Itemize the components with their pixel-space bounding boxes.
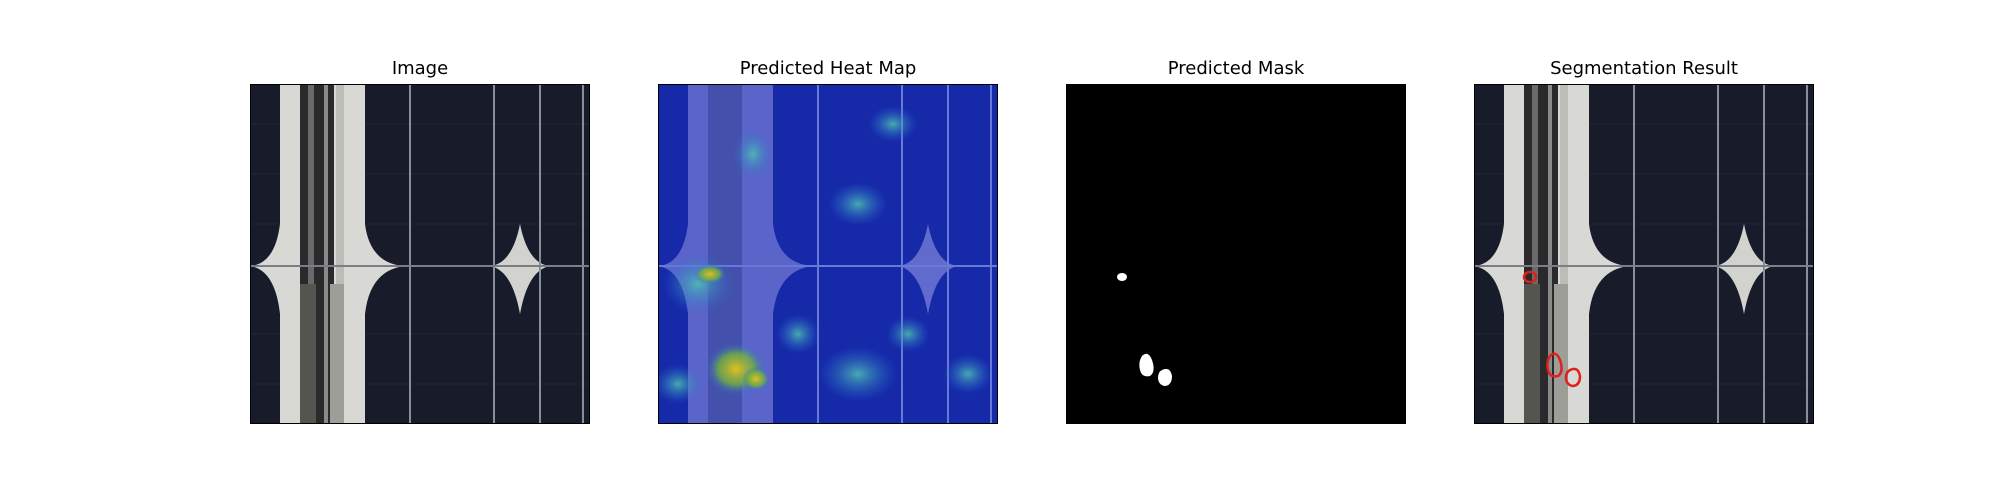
panel-mask: Predicted Mask bbox=[1066, 0, 1406, 500]
panel-title-image: Image bbox=[391, 58, 449, 79]
panel-title-mask: Predicted Mask bbox=[1167, 58, 1305, 79]
panel-image: Image bbox=[250, 0, 590, 500]
solar-cell-image bbox=[250, 84, 590, 424]
panel-title-heatmap: Predicted Heat Map bbox=[739, 58, 917, 79]
panel-title-segmentation: Segmentation Result bbox=[1550, 58, 1738, 79]
heatmap-image bbox=[658, 84, 998, 424]
mask-image bbox=[1066, 84, 1406, 424]
panel-heatmap: Predicted Heat Map bbox=[658, 0, 998, 500]
panel-segmentation: Segmentation Result bbox=[1474, 0, 1814, 500]
segmentation-image bbox=[1474, 84, 1814, 424]
